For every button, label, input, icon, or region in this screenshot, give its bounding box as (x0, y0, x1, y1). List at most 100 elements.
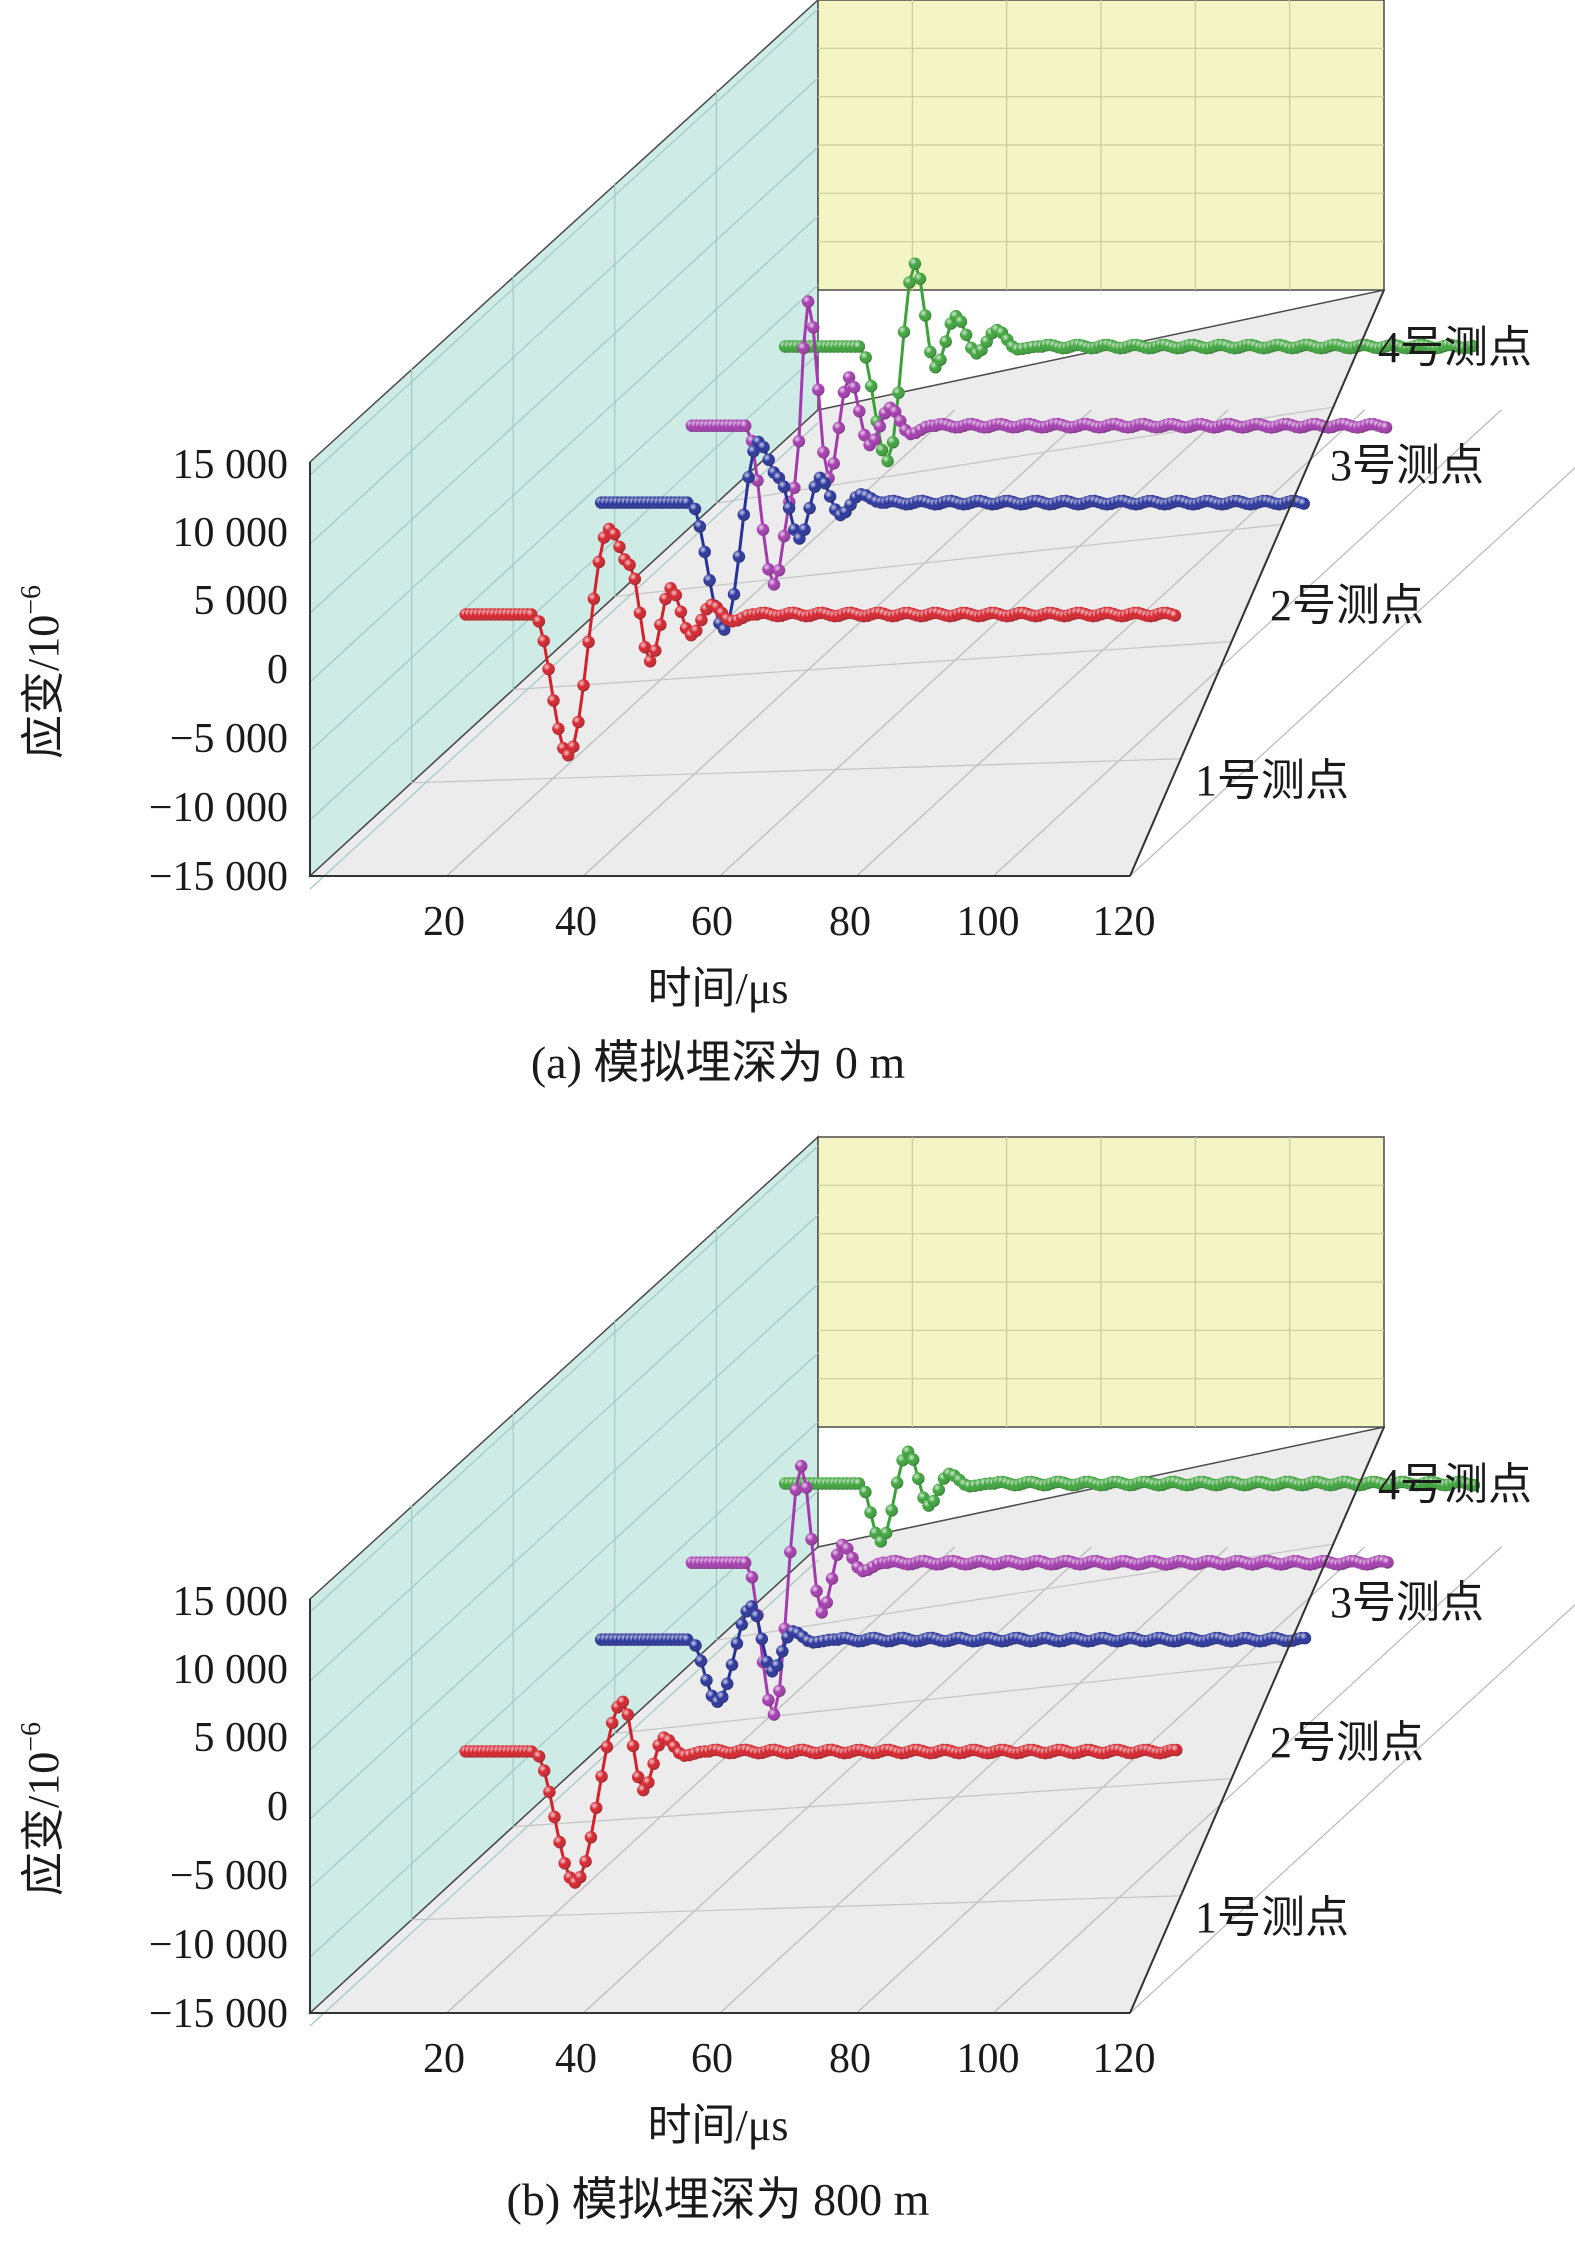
data-point-shade (532, 1750, 546, 1763)
grid-lines (309, 0, 1575, 890)
data-point-shade (795, 1459, 808, 1473)
data-point-shade (721, 1677, 734, 1690)
side-grid-line (309, 422, 819, 890)
data-point-shade (698, 545, 711, 559)
data-point-shade (543, 1785, 556, 1799)
data-point-shade (730, 1637, 744, 1650)
data-point-shade (674, 605, 688, 618)
data-point-shade (954, 315, 968, 328)
data-point-shade (608, 527, 621, 541)
data-point-shade (688, 502, 702, 516)
x-tick-label: 100 (957, 2036, 1020, 2082)
y-axis-label: 应变/10−6 (16, 585, 68, 759)
data-point-shade (823, 490, 837, 503)
data-point-shade (812, 383, 825, 396)
floor-grid-line (992, 409, 1502, 877)
side-grid-line (309, 284, 819, 752)
y-axis: 15 000 10 000 5 000 0 −5 000 −10 000 −15… (16, 442, 311, 900)
data-point-shade (703, 574, 716, 587)
side-grid-line (309, 77, 819, 545)
y-axis-label-exponent: −6 (16, 1722, 47, 1752)
x-tick-label: 40 (555, 899, 597, 945)
data-point-shade (852, 340, 866, 353)
y-axis-label-text: 应变/10 (19, 615, 68, 759)
data-point-shade (735, 1618, 748, 1631)
data-point-shade (897, 325, 911, 339)
data-point-shade (638, 641, 652, 654)
floor-grid-line (992, 1546, 1502, 2014)
y-tick-label: −5 000 (170, 716, 288, 762)
data-series (459, 1445, 1481, 1889)
data-point-shade (755, 1632, 768, 1646)
x-axis: 20 40 60 80 100 120 时间/μs (310, 2012, 1156, 2150)
data-point-shade (737, 508, 750, 521)
data-point-shade (820, 1596, 833, 1609)
data-point-shade (690, 624, 703, 637)
data-point-shade (553, 1835, 566, 1849)
series-2 (595, 1600, 1312, 1708)
data-point-shade (797, 341, 810, 355)
y-axis: 15 000 10 000 5 000 0 −5 000 −10 000 −15… (16, 1579, 311, 2037)
data-point-shade (767, 1708, 781, 1721)
x-tick-label: 60 (691, 2036, 733, 2082)
data-point-shade (532, 615, 546, 628)
data-point-shade (885, 1504, 898, 1517)
grid-lines (309, 1137, 1575, 2027)
data-point-shade (773, 1684, 786, 1697)
floor-grid-line (446, 1546, 956, 2014)
side-grid-line (309, 146, 819, 614)
data-point-shade (894, 414, 907, 428)
data-point-shade (548, 1810, 561, 1824)
data-point-shade (841, 1542, 854, 1555)
data-point-shade (689, 1639, 702, 1652)
data-point-shade (852, 1477, 866, 1490)
side-grid-line (309, 8, 819, 476)
data-point-shade (1466, 339, 1479, 353)
data-point-shade (632, 1770, 645, 1784)
data-point-shade (732, 550, 746, 563)
data-point-shade (832, 421, 845, 434)
data-point-shade (1168, 609, 1182, 622)
x-tick-label: 40 (555, 2036, 597, 2082)
data-point-shade (727, 588, 741, 601)
data-point-shade (558, 1857, 571, 1870)
y-tick-label: 15 000 (173, 442, 289, 488)
depth-tick-label: 2号测点 (1270, 1718, 1424, 1767)
data-point-shade (716, 1690, 729, 1704)
y-tick-label: −10 000 (149, 1922, 288, 1968)
floor-grid-line (719, 1546, 1229, 2014)
data-point-shade (892, 386, 905, 399)
data-point-shade (538, 1764, 551, 1777)
data-point-shade (858, 428, 871, 442)
data-point-shade (574, 1870, 587, 1884)
floor-grid-line (446, 409, 956, 877)
depth-tick-label: 4号测点 (1378, 323, 1532, 372)
panel-caption: (b) 模拟埋深为 800 m (507, 2174, 930, 2225)
floor-grid-line (856, 409, 1366, 877)
data-point-shade (960, 328, 973, 341)
x-tick-label: 80 (829, 2036, 871, 2082)
y-axis-label-exponent: −6 (16, 585, 47, 615)
data-point-shade (582, 635, 595, 649)
data-point-shade (756, 523, 770, 536)
y-axis-label-text: 应变/10 (19, 1752, 68, 1896)
series-3 (685, 295, 1393, 591)
x-tick-label: 60 (691, 899, 733, 945)
floor-grid-line (719, 409, 1229, 877)
data-point-shade (739, 1556, 752, 1569)
data-point-shade (889, 405, 902, 418)
data-point-shade (757, 440, 770, 454)
x-axis-label: 时间/μs (648, 964, 789, 1013)
data-point-shade (590, 1801, 603, 1814)
data-point-shade (782, 501, 796, 515)
data-point-shade (1170, 1743, 1183, 1757)
data-point-shade (654, 618, 667, 631)
depth-tick-label: 1号测点 (1195, 1893, 1349, 1942)
side-grid-line (309, 215, 819, 683)
data-point-shade (649, 644, 662, 657)
data-point-shade (810, 1584, 823, 1598)
x-tick-label: 120 (1093, 2036, 1156, 2082)
y-tick-label: 10 000 (173, 510, 289, 556)
floor-grid-line (513, 1778, 1232, 1828)
